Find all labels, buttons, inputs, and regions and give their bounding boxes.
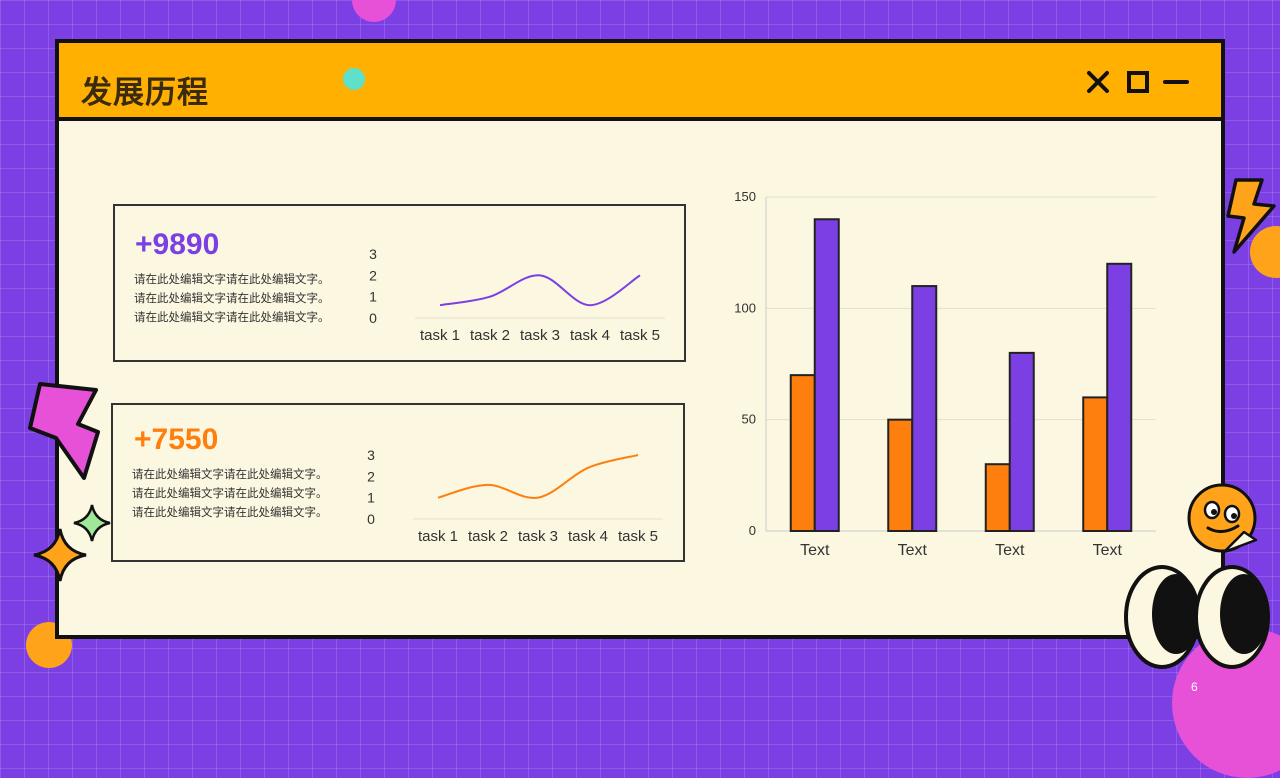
x-tick-label: task 1 [418,528,458,545]
x-tick-label: Text [898,542,928,559]
bar-chart: 0 50 100 150 Text Text Text Text [734,189,1156,559]
pink-circle-decoration [352,0,396,22]
y-tick-label: 3 [367,447,375,463]
stat-value: +9890 [135,228,220,261]
x-tick-label: task 4 [570,327,610,344]
x-tick-label: task 1 [420,327,460,344]
x-tick-label: task 4 [568,528,608,545]
page-title: 发展历程 [81,75,209,111]
stat-card-2: +7550 请在此处编辑文字请在此处编辑文字。 请在此处编辑文字请在此处编辑文字… [111,403,685,562]
smiley-face-icon [1187,483,1258,554]
stat-description: 请在此处编辑文字请在此处编辑文字。 请在此处编辑文字请在此处编辑文字。 请在此处… [134,270,349,327]
maximize-icon[interactable] [1125,69,1151,95]
y-tick-label: 0 [367,511,375,527]
bar [1106,262,1133,533]
y-tick-label: 1 [369,289,377,305]
y-tick-label: 3 [369,246,377,262]
x-tick-label: Text [800,542,830,559]
y-tick-label: 0 [749,523,756,538]
y-tick-label: 1 [367,490,375,506]
line-chart-2: 0 1 2 3 task 1 task 2 task 3 task 4 task 5 [367,447,663,545]
y-tick-label: 100 [734,300,756,315]
stat-value: +7550 [134,423,219,456]
x-tick-label: Text [1093,542,1123,559]
y-tick-label: 0 [369,310,377,326]
lightning-bolt-icon [1226,178,1276,254]
line-chart-1: 0 1 2 3 task 1 task 2 task 3 task 4 task 5 [369,246,665,344]
description-line: 请在此处编辑文字请在此处编辑文字。 [134,310,330,324]
bar [911,285,938,532]
x-tick-label: task 3 [520,327,560,344]
bar [1082,396,1109,532]
x-tick-label: task 2 [470,327,510,344]
cartoon-eyes-icon [1124,565,1270,669]
bar [813,218,840,533]
x-tick-label: task 5 [620,327,660,344]
y-tick-label: 2 [369,267,377,283]
y-tick-label: 50 [742,412,756,427]
stat-description: 请在此处编辑文字请在此处编辑文字。 请在此处编辑文字请在此处编辑文字。 请在此处… [132,465,347,522]
close-icon[interactable] [1085,69,1111,95]
y-tick-label: 2 [367,468,375,484]
bar [789,374,816,532]
x-tick-label: task 3 [518,528,558,545]
description-line: 请在此处编辑文字请在此处编辑文字。 [132,486,328,500]
sparkle-icon [33,528,87,582]
bar [1008,351,1035,532]
teal-dot-decoration [343,68,365,90]
stat-card-1: +9890 请在此处编辑文字请在此处编辑文字。 请在此处编辑文字请在此处编辑文字… [113,204,686,362]
title-bar: 发展历程 [59,43,1221,121]
description-line: 请在此处编辑文字请在此处编辑文字。 [134,272,330,286]
minimize-icon[interactable] [1163,69,1189,95]
series-line [437,454,639,499]
description-line: 请在此处编辑文字请在此处编辑文字。 [132,467,328,481]
description-line: 请在此处编辑文字请在此处编辑文字。 [132,505,328,519]
description-line: 请在此处编辑文字请在此处编辑文字。 [134,291,330,305]
lightning-bolt-icon [28,382,100,480]
bar [887,418,914,533]
sparkle-icon [73,504,111,542]
y-tick-label: 150 [734,189,756,204]
series-line [439,274,641,307]
bar [984,463,1011,533]
x-tick-label: Text [995,542,1025,559]
page-number: 6 [1191,680,1198,694]
x-tick-label: task 5 [618,528,658,545]
x-tick-label: task 2 [468,528,508,545]
